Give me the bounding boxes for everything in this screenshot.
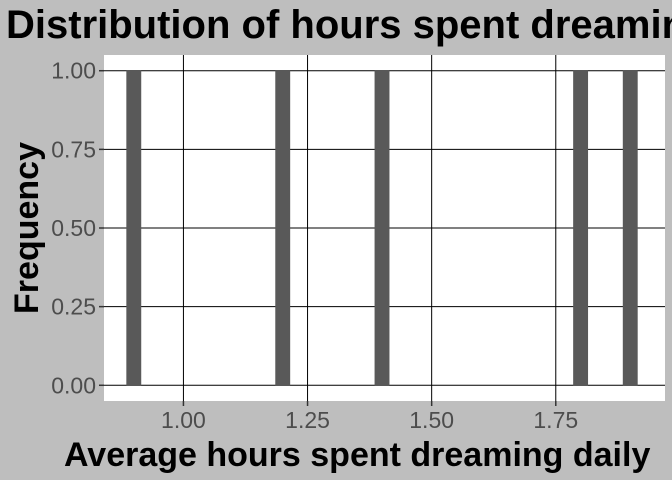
x-axis-title: Average hours spent dreaming daily <box>64 436 650 474</box>
y-tick-label: 0.50 <box>51 215 96 241</box>
histogram-bar <box>622 70 638 386</box>
histogram-bar <box>374 70 390 386</box>
histogram-bar <box>573 70 589 386</box>
histogram-bar <box>126 70 142 386</box>
x-tick-label: 1.25 <box>285 407 330 433</box>
histogram-bar <box>275 70 291 386</box>
chart-title: Distribution of hours spent dreaming <box>6 3 672 47</box>
y-axis-title: Frequency <box>8 142 46 314</box>
y-tick-label: 0.25 <box>51 294 96 320</box>
bars <box>126 70 638 386</box>
y-axis-ticks: 0.00 0.25 0.50 0.75 1.00 <box>51 58 104 398</box>
y-tick-label: 0.00 <box>51 372 96 398</box>
x-tick-label: 1.75 <box>533 407 578 433</box>
x-tick-label: 1.50 <box>409 407 454 433</box>
x-tick-label: 1.00 <box>161 407 206 433</box>
y-tick-label: 0.75 <box>51 136 96 162</box>
x-axis-ticks: 1.00 1.25 1.50 1.75 <box>161 401 578 433</box>
y-tick-label: 1.00 <box>51 58 96 84</box>
